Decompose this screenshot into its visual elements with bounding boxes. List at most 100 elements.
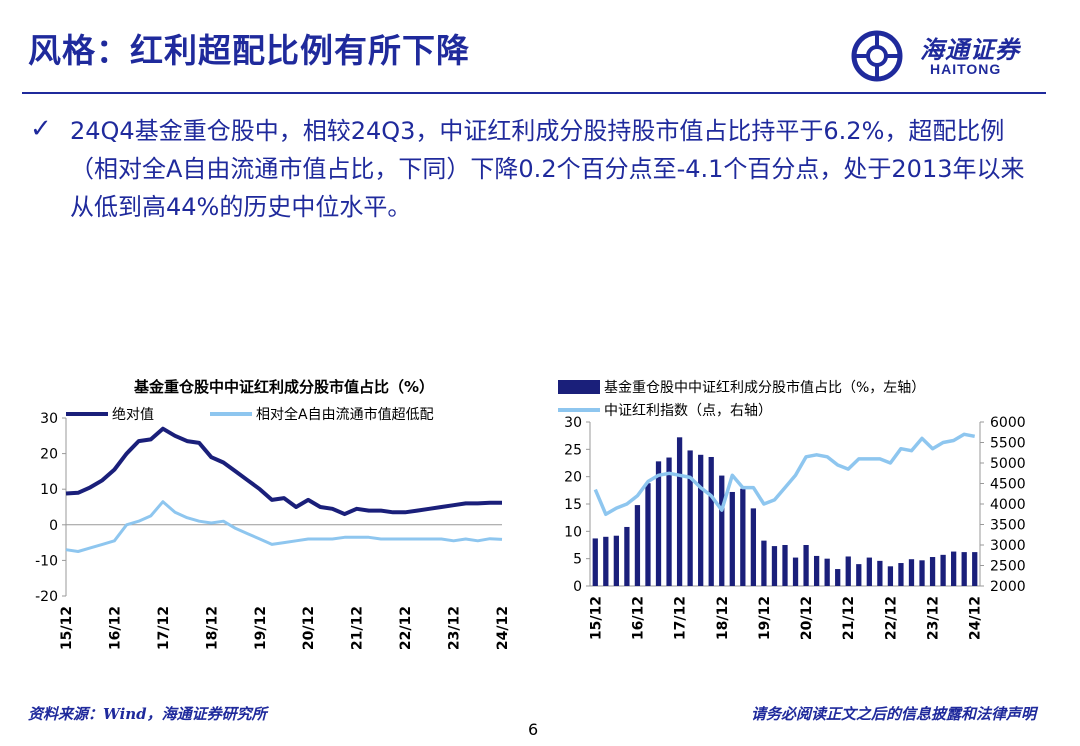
x-tick-label: 21/12 xyxy=(350,606,366,650)
y-tick-label: 30 xyxy=(40,411,58,427)
y-right-tick-label: 2000 xyxy=(990,579,1026,595)
share-bar xyxy=(782,545,788,586)
share-bar xyxy=(624,526,630,586)
page-title: 风格：红利超配比例有所下降 xyxy=(28,31,470,70)
y-left-tick-label: 0 xyxy=(573,579,582,595)
y-tick-label: 10 xyxy=(40,482,58,498)
y-tick-label: -10 xyxy=(35,553,58,569)
x-tick-label: 19/12 xyxy=(253,606,269,650)
share-bar xyxy=(655,461,662,586)
footer-source: 资料来源：Wind，海通证券研究所 xyxy=(28,705,267,723)
share-bar xyxy=(866,557,872,586)
x-tick-label: 24/12 xyxy=(495,606,511,650)
share-bar xyxy=(951,551,957,586)
share-bar xyxy=(645,483,651,586)
y-right-tick-label: 4500 xyxy=(990,477,1026,493)
y-right-tick-label: 5500 xyxy=(990,436,1026,452)
logo-chinese-text: 海通证券 xyxy=(920,35,1020,64)
legend-swatch xyxy=(558,380,600,394)
share-bar xyxy=(729,491,735,586)
chart-title: 基金重仓股中中证红利成分股市值占比（%） xyxy=(133,378,434,396)
share-bar xyxy=(698,454,704,586)
dividend-share-bar-chart: 基金重仓股中中证红利成分股市值占比（%，左轴） 中证红利指数（点，右轴） 0 5 10 1… xyxy=(548,370,1048,670)
dividend-share-line-chart-svg: 基金重仓股中中证红利成分股市值占比（%） 绝对值 相对全A自由流通市值超低配 -20 -… xyxy=(35,378,511,650)
legend-label: 基金重仓股中中证红利成分股市值占比（%，左轴） xyxy=(604,379,925,396)
x-tick-label: 19/12 xyxy=(757,596,773,640)
relative-overweight-line xyxy=(65,500,503,553)
dividend-share-line-chart: 基金重仓股中中证红利成分股市值占比（%） 绝对值 相对全A自由流通市值超低配 -20 -… xyxy=(22,370,532,670)
share-bar xyxy=(898,563,904,586)
share-bar xyxy=(845,556,851,586)
title-divider xyxy=(22,92,1046,94)
x-tick-label: 18/12 xyxy=(204,606,220,650)
legend-label: 相对全A自由流通市值超低配 xyxy=(256,406,434,423)
dividend-share-bar-chart-svg: 基金重仓股中中证红利成分股市值占比（%，左轴） 中证红利指数（点，右轴） 0 5 10 1… xyxy=(558,379,1026,640)
key-point-text: 24Q4基金重仓股中，相较24Q3，中证红利成分股持股市值占比持平于6.2%，超… xyxy=(70,117,1025,221)
x-tick-label: 16/12 xyxy=(630,596,646,640)
share-bar xyxy=(940,554,946,586)
checkmark-icon: ✓ xyxy=(30,114,52,144)
legend-label: 绝对值 xyxy=(112,407,154,423)
share-bar xyxy=(708,456,714,586)
footer-disclaimer: 请务必阅读正文之后的信息披露和法律声明 xyxy=(750,705,1036,723)
share-bar xyxy=(908,559,915,586)
absolute-value-line xyxy=(65,426,502,517)
y-right-tick-label: 3500 xyxy=(990,518,1026,534)
share-bar xyxy=(603,536,609,586)
share-bar xyxy=(750,508,757,586)
share-bar xyxy=(929,557,936,586)
haitong-logo: 海通证券 HAITONG xyxy=(850,28,1040,84)
share-bar xyxy=(824,558,830,586)
y-tick-label: -20 xyxy=(35,589,58,605)
x-tick-label: 23/12 xyxy=(926,596,942,640)
share-bar xyxy=(961,552,967,586)
y-left-tick-label: 5 xyxy=(573,552,582,568)
share-bar xyxy=(813,555,820,586)
y-tick-label: 0 xyxy=(49,518,58,534)
legend-label: 中证红利指数（点，右轴） xyxy=(604,403,772,419)
share-bar xyxy=(856,564,862,586)
y-left-tick-label: 30 xyxy=(564,415,582,431)
x-tick-label: 20/12 xyxy=(799,596,815,640)
x-tick-label: 18/12 xyxy=(715,596,731,640)
x-tick-label: 24/12 xyxy=(968,596,984,640)
y-tick-label: 20 xyxy=(40,447,58,463)
x-tick-label: 20/12 xyxy=(301,606,317,650)
y-right-tick-label: 6000 xyxy=(990,415,1026,431)
share-bar xyxy=(887,566,894,586)
share-bar xyxy=(761,540,767,586)
share-bar xyxy=(719,475,725,586)
share-bar xyxy=(771,546,778,586)
x-tick-label: 17/12 xyxy=(156,606,172,650)
share-bar xyxy=(666,457,672,586)
share-bar xyxy=(676,437,683,586)
page-number: 6 xyxy=(528,720,539,739)
x-tick-label: 22/12 xyxy=(883,596,899,640)
share-bar xyxy=(919,560,925,586)
x-tick-label: 21/12 xyxy=(841,596,857,640)
haitong-emblem-icon xyxy=(851,30,903,82)
x-tick-label: 15/12 xyxy=(588,596,604,640)
share-bar xyxy=(687,450,693,586)
y-left-tick-label: 10 xyxy=(564,524,582,540)
share-bar xyxy=(792,557,799,586)
y-right-tick-label: 4000 xyxy=(990,497,1026,513)
y-right-tick-label: 3000 xyxy=(990,538,1026,554)
x-tick-label: 16/12 xyxy=(107,606,123,650)
share-bar xyxy=(634,505,641,586)
logo-english-text: HAITONG xyxy=(930,61,1002,77)
y-left-tick-label: 15 xyxy=(564,497,582,513)
y-left-tick-label: 20 xyxy=(564,470,582,486)
y-left-tick-label: 25 xyxy=(564,442,582,458)
y-right-tick-label: 5000 xyxy=(990,456,1026,472)
x-tick-label: 15/12 xyxy=(59,606,75,650)
share-bar xyxy=(613,535,619,586)
x-tick-label: 23/12 xyxy=(447,606,463,650)
y-right-tick-label: 2500 xyxy=(990,559,1026,575)
dividend-index-line xyxy=(593,432,976,517)
x-tick-label: 17/12 xyxy=(673,596,689,640)
share-bar xyxy=(740,488,746,586)
x-tick-label: 22/12 xyxy=(398,606,414,650)
share-bar xyxy=(972,552,978,586)
share-bar xyxy=(803,545,809,586)
